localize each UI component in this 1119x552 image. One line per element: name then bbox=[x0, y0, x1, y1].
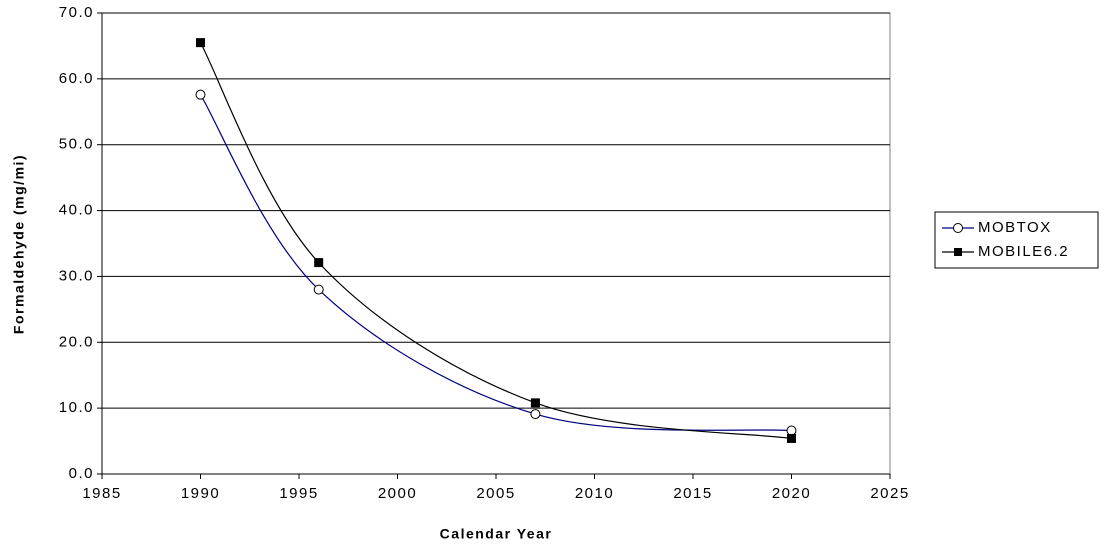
x-tick-label: 2005 bbox=[476, 485, 515, 502]
marker bbox=[314, 258, 324, 268]
marker bbox=[786, 425, 797, 436]
x-tick-label: 1985 bbox=[82, 485, 121, 502]
x-tick-label: 2010 bbox=[575, 485, 614, 502]
y-tick-label: 50.0 bbox=[59, 136, 94, 153]
x-axis-title: Calendar Year bbox=[440, 526, 553, 542]
y-tick-label: 30.0 bbox=[59, 267, 94, 284]
y-tick-label: 20.0 bbox=[59, 333, 94, 350]
x-tick-label: 2000 bbox=[378, 485, 417, 502]
x-tick-label: 2015 bbox=[673, 485, 712, 502]
series-line bbox=[199, 42, 792, 440]
marker bbox=[195, 89, 206, 100]
marker bbox=[196, 38, 205, 48]
legend-marker bbox=[954, 248, 962, 256]
x-tick-label: 2025 bbox=[870, 485, 909, 502]
marker bbox=[530, 398, 540, 408]
marker bbox=[313, 284, 324, 295]
marker bbox=[787, 433, 796, 443]
y-tick-label: 40.0 bbox=[59, 202, 94, 219]
y-tick-label: 60.0 bbox=[59, 70, 94, 87]
plot-area bbox=[101, 12, 891, 475]
legend-label: MOBTOX bbox=[978, 219, 1052, 236]
y-tick-label: 0.0 bbox=[69, 465, 94, 482]
x-tick-label: 2020 bbox=[772, 485, 811, 502]
legend-box bbox=[934, 211, 1099, 269]
x-tick-label: 1990 bbox=[181, 485, 220, 502]
marker bbox=[530, 409, 541, 420]
x-tick-label: 1995 bbox=[279, 485, 318, 502]
legend-label: MOBILE6.2 bbox=[978, 243, 1069, 260]
legend-marker bbox=[953, 223, 963, 233]
legend: MOBTOX MOBILE6.2 bbox=[934, 211, 1099, 269]
y-tick-label: 10.0 bbox=[59, 399, 94, 416]
y-axis-title: Formaldehyde (mg/mi) bbox=[11, 154, 27, 334]
y-tick-label: 70.0 bbox=[59, 4, 94, 21]
